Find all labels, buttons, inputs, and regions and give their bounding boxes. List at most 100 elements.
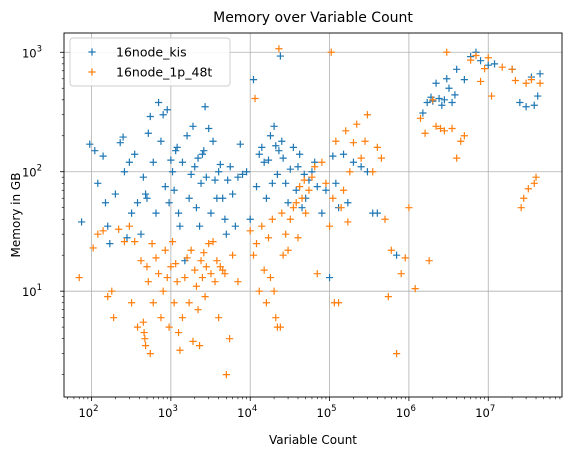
data-point <box>157 137 165 145</box>
data-point <box>94 179 102 187</box>
data-point <box>249 251 258 259</box>
data-point <box>279 154 287 162</box>
data-point <box>460 76 468 84</box>
data-point <box>363 111 372 119</box>
data-point <box>440 127 448 135</box>
data-point <box>262 194 271 202</box>
data-point <box>429 96 437 104</box>
data-point <box>152 254 160 262</box>
data-point <box>393 350 401 358</box>
data-point <box>296 150 304 158</box>
data-point <box>432 122 440 130</box>
data-point <box>357 163 365 171</box>
data-point <box>165 199 173 207</box>
data-point <box>229 190 237 198</box>
data-point <box>262 299 271 307</box>
x-tick-label: 102 <box>78 404 98 420</box>
data-point <box>139 318 147 326</box>
data-point <box>168 168 177 176</box>
data-point <box>264 156 273 164</box>
data-point <box>337 204 345 212</box>
data-point <box>205 124 213 133</box>
data-point <box>421 129 429 137</box>
data-point <box>144 129 152 137</box>
data-point <box>133 199 142 207</box>
data-point <box>284 199 292 207</box>
data-point <box>176 346 184 354</box>
data-point <box>397 270 405 278</box>
data-point <box>393 251 401 259</box>
data-point <box>275 147 283 155</box>
data-point <box>173 278 181 286</box>
data-point <box>231 222 239 230</box>
data-point <box>373 143 381 151</box>
data-point <box>148 240 156 248</box>
data-point <box>159 111 167 119</box>
data-point <box>435 94 443 103</box>
data-point <box>302 209 310 217</box>
data-point <box>236 140 244 148</box>
data-point <box>308 173 316 181</box>
data-point <box>110 314 118 322</box>
x-tick-label: 104 <box>237 404 257 420</box>
y-tick-label: 103 <box>22 44 42 60</box>
data-point <box>222 371 230 379</box>
data-point <box>266 273 275 282</box>
data-point <box>219 194 227 202</box>
data-point <box>104 222 112 230</box>
legend: 16node_kis 16node_1p_48t <box>69 37 231 87</box>
data-point <box>318 209 326 217</box>
data-point <box>258 222 266 230</box>
data-point <box>167 263 175 271</box>
chart-title: Memory over Variable Count <box>213 10 413 26</box>
data-point <box>216 160 224 169</box>
data-point <box>273 170 281 178</box>
data-point <box>268 179 276 187</box>
data-point <box>200 249 208 257</box>
data-point <box>154 270 163 278</box>
data-point <box>289 143 297 151</box>
data-point <box>311 163 319 171</box>
data-point <box>289 204 297 212</box>
data-point <box>207 270 215 278</box>
data-point <box>536 70 544 78</box>
data-point <box>195 222 204 230</box>
data-point <box>467 56 475 64</box>
x-tick-label: 106 <box>396 404 416 420</box>
data-point <box>127 209 136 217</box>
data-point <box>294 234 302 242</box>
data-point <box>353 120 361 128</box>
data-point <box>143 194 151 202</box>
data-point <box>120 237 129 246</box>
data-point <box>300 176 308 184</box>
data-point <box>266 132 275 140</box>
data-point <box>238 170 247 178</box>
data-point <box>329 152 337 160</box>
data-point <box>154 98 163 107</box>
data-point <box>163 273 171 282</box>
data-point <box>282 179 290 187</box>
data-point <box>344 199 352 207</box>
data-point <box>251 94 259 103</box>
data-point <box>191 266 199 274</box>
data-point <box>292 186 300 194</box>
data-point <box>381 215 389 223</box>
data-point <box>211 176 219 184</box>
data-point <box>252 240 261 248</box>
data-point <box>443 48 451 56</box>
grid-lines <box>64 33 562 397</box>
data-point <box>472 51 480 60</box>
data-point <box>200 147 208 155</box>
data-point <box>157 314 165 322</box>
data-point <box>123 234 131 242</box>
data-point <box>161 183 169 191</box>
data-point <box>440 96 448 104</box>
data-point <box>146 350 154 358</box>
data-point <box>322 179 330 187</box>
data-point <box>329 194 337 202</box>
data-point <box>174 209 183 217</box>
data-point <box>221 270 229 278</box>
data-point <box>423 98 431 107</box>
data-point <box>194 154 202 162</box>
